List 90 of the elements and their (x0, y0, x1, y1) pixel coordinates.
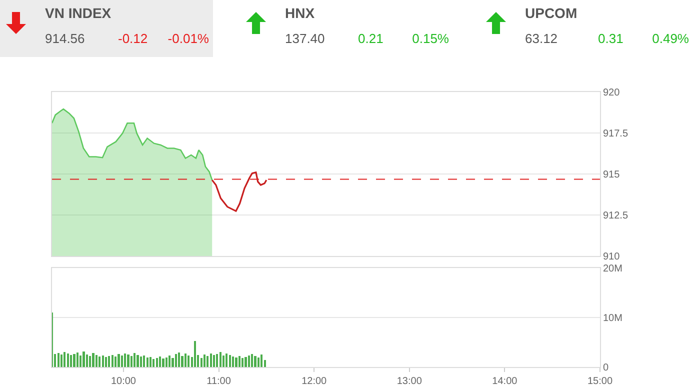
bar (238, 356, 241, 367)
bar (80, 356, 82, 367)
text: 0.31 (598, 31, 624, 46)
bar (86, 354, 88, 367)
bar (203, 354, 206, 367)
bar (165, 358, 168, 367)
bar (57, 353, 60, 367)
bar (257, 358, 260, 367)
bar (64, 352, 66, 367)
bar (219, 352, 222, 367)
bar (242, 358, 244, 367)
bar (200, 358, 202, 367)
bar (134, 353, 136, 367)
bar (130, 356, 132, 367)
bar (178, 352, 180, 367)
text: -0.12 (118, 31, 148, 46)
y-tick-label: 912.5 (603, 210, 628, 222)
text: HNX (285, 5, 315, 21)
bar (76, 352, 78, 367)
bar (152, 359, 155, 367)
bar (254, 356, 256, 367)
bar (82, 352, 85, 367)
bar (136, 355, 139, 367)
x-tick-label: 10:00 (110, 376, 136, 387)
bar (206, 356, 209, 367)
bar (140, 356, 142, 367)
bar (172, 358, 174, 367)
bar (146, 358, 148, 367)
bar (222, 356, 225, 367)
bar (260, 354, 263, 367)
y-tick-label: 10M (603, 313, 622, 324)
y-tick-label: 917.5 (603, 128, 628, 140)
bar (124, 354, 126, 367)
bar (108, 356, 110, 367)
bar (181, 356, 184, 367)
bar (143, 356, 146, 367)
text: VN INDEX (45, 5, 112, 21)
bar (232, 356, 234, 367)
text: 914.56 (45, 31, 85, 46)
x-tick-label: 13:00 (396, 376, 422, 387)
bar (120, 356, 123, 367)
bar (114, 356, 117, 367)
y-tick-label: 0 (603, 362, 609, 374)
bar (244, 357, 247, 367)
bar (174, 354, 177, 367)
bar (162, 358, 164, 367)
y-tick-label: 920 (603, 88, 620, 98)
bar (156, 358, 158, 367)
text: 0.49% (652, 31, 689, 46)
bar (66, 354, 69, 367)
line-series (211, 172, 268, 212)
text: 63.12 (525, 31, 558, 46)
bar (188, 356, 190, 367)
bar (210, 354, 212, 367)
bar (102, 356, 104, 367)
y-tick-label: 910 (603, 252, 620, 262)
y-tick-label: 20M (603, 264, 622, 274)
y-tick-label: 915 (603, 170, 620, 180)
bar (92, 353, 94, 367)
bar (149, 357, 152, 367)
bar (184, 354, 186, 367)
bar (251, 354, 254, 367)
bar (228, 355, 231, 367)
text: -0.01% (168, 31, 209, 46)
bar (212, 355, 216, 367)
bar (194, 340, 196, 367)
bar (73, 354, 76, 367)
text: 0.15% (412, 31, 449, 46)
x-tick-label: 15:00 (587, 376, 613, 387)
bar (235, 358, 238, 367)
x-tick-label: 11:00 (206, 376, 232, 387)
text: UPCOM (525, 5, 578, 21)
bar (118, 354, 120, 367)
text: 137.40 (285, 31, 325, 46)
bar (95, 355, 98, 367)
bar (127, 354, 130, 367)
bar (70, 355, 72, 367)
bar (248, 356, 250, 367)
x-tick-label: 12:00 (302, 376, 328, 387)
text: 0.21 (358, 31, 384, 46)
bar (216, 354, 218, 367)
bar (89, 356, 92, 367)
bar (104, 357, 108, 367)
bar (111, 355, 114, 367)
x-tick-label: 14:00 (492, 376, 518, 387)
bar (158, 356, 162, 367)
bar (226, 354, 228, 367)
bar (168, 356, 171, 367)
bar (98, 356, 101, 367)
bar (60, 354, 63, 367)
